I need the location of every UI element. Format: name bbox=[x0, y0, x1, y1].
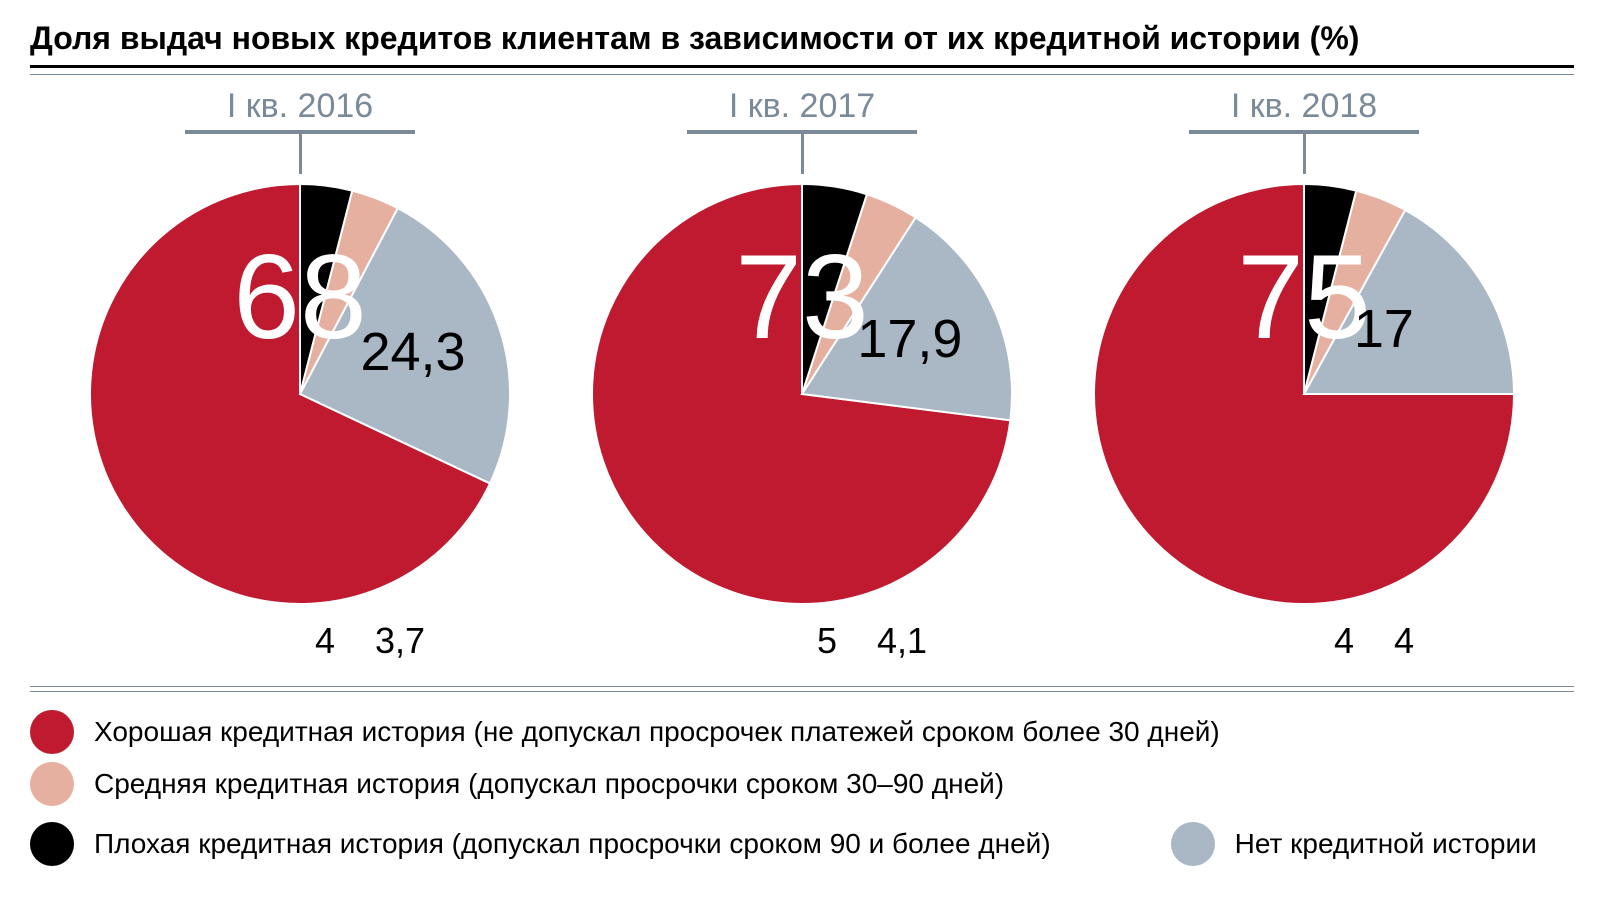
period-label: I кв. 2017 bbox=[729, 87, 875, 126]
chart-title: Доля выдач новых кредитов клиентам в зав… bbox=[30, 20, 1574, 68]
period-stem bbox=[801, 134, 804, 174]
slice-value-medium: 4,1 bbox=[877, 620, 927, 662]
legend-item-medium: Средняя кредитная история (допускал прос… bbox=[30, 762, 1574, 806]
legend-swatch bbox=[1171, 822, 1215, 866]
pie-1: 7317,9 bbox=[582, 174, 1022, 614]
divider bbox=[30, 691, 1574, 692]
slice-value-none: 24,3 bbox=[360, 325, 465, 379]
legend-text: Средняя кредитная история (допускал прос… bbox=[94, 768, 1004, 800]
legend: Хорошая кредитная история (не допускал п… bbox=[30, 710, 1574, 874]
legend-swatch bbox=[30, 710, 74, 754]
slice-value-medium: 4 bbox=[1394, 620, 1414, 662]
legend-swatch bbox=[30, 762, 74, 806]
slice-value-bad: 4 bbox=[1334, 620, 1354, 662]
slice-value-none: 17 bbox=[1354, 302, 1414, 356]
legend-item-bad: Плохая кредитная история (допускал проср… bbox=[30, 822, 1051, 866]
legend-swatch bbox=[30, 822, 74, 866]
pie-0: 6824,3 bbox=[80, 174, 520, 614]
slice-value-none: 17,9 bbox=[857, 312, 962, 366]
period-label: I кв. 2016 bbox=[227, 87, 373, 126]
period-label: I кв. 2018 bbox=[1231, 87, 1377, 126]
period-stem bbox=[299, 134, 302, 174]
slice-value-bad: 5 bbox=[817, 620, 837, 662]
period-stem bbox=[1303, 134, 1306, 174]
divider bbox=[30, 74, 1574, 75]
small-labels-1: 54,1 bbox=[677, 614, 927, 662]
slice-value-bad: 4 bbox=[315, 620, 335, 662]
chart-col-0: I кв. 2016 6824,3 43,7 bbox=[60, 87, 540, 662]
pie-2: 7517 bbox=[1084, 174, 1524, 614]
charts-row: I кв. 2016 6824,3 43,7 I кв. 2017 7317,9… bbox=[30, 87, 1574, 662]
legend-text: Плохая кредитная история (допускал проср… bbox=[94, 828, 1051, 860]
legend-text: Нет кредитной истории bbox=[1235, 828, 1537, 860]
slice-value-medium: 3,7 bbox=[375, 620, 425, 662]
small-labels-0: 43,7 bbox=[175, 614, 425, 662]
chart-col-2: I кв. 2018 7517 44 bbox=[1064, 87, 1544, 662]
small-labels-2: 44 bbox=[1194, 614, 1414, 662]
legend-item-good: Хорошая кредитная история (не допускал п… bbox=[30, 710, 1574, 754]
legend-text: Хорошая кредитная история (не допускал п… bbox=[94, 716, 1220, 748]
chart-col-1: I кв. 2017 7317,9 54,1 bbox=[562, 87, 1042, 662]
legend-item-none: Нет кредитной истории bbox=[1171, 822, 1537, 866]
